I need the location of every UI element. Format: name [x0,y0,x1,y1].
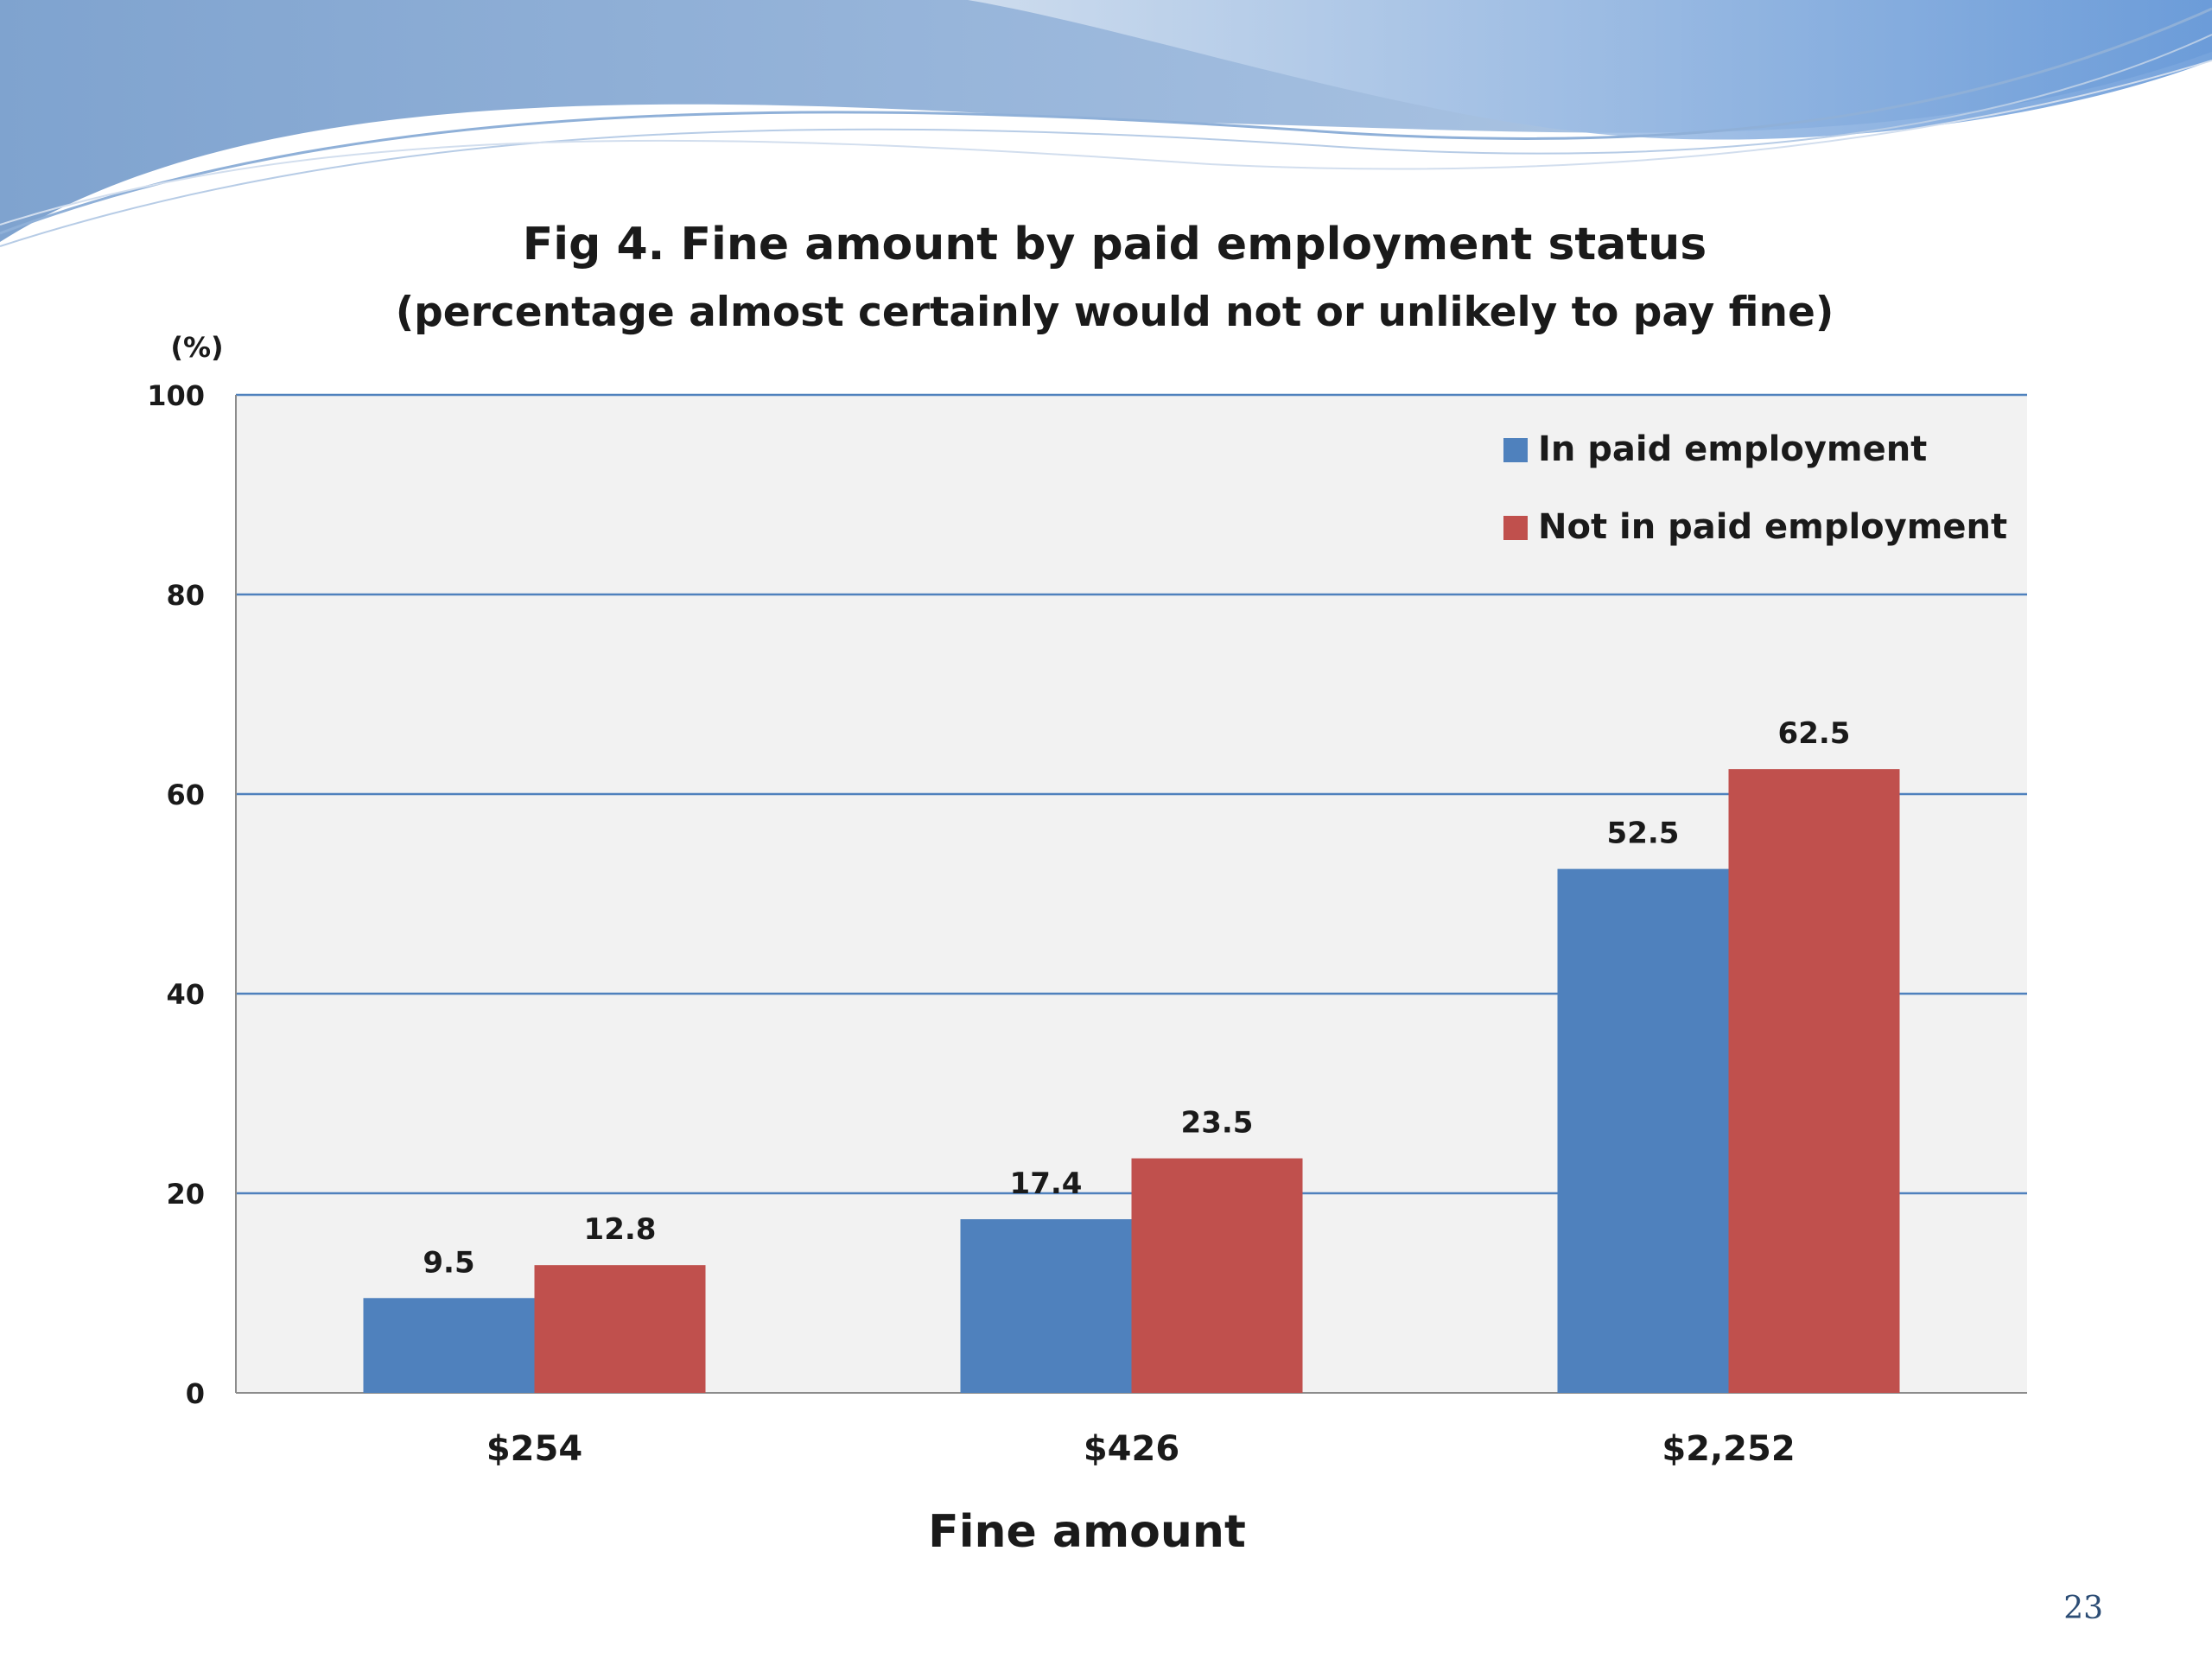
bar-in-paid-employment-1 [960,1219,1132,1393]
bars [363,769,1900,1393]
data-label: 23.5 [1181,1106,1254,1141]
y-axis-ticks: 0 20 40 60 80 100 [147,379,205,1410]
y-tick-label: 100 [147,379,205,412]
x-axis-categories: $254 $426 $2,252 [486,1429,1796,1469]
x-category-label: $2,252 [1662,1429,1795,1469]
x-category-label: $254 [486,1429,582,1469]
x-category-label: $426 [1084,1429,1179,1469]
x-axis-title: Fine amount [928,1506,1246,1558]
legend: In paid employment Not in paid employmen… [1503,429,2007,547]
chart-title: Fig 4. Fine amount by paid employment st… [523,219,1707,270]
data-label: 62.5 [1778,716,1851,751]
data-label: 9.5 [423,1245,474,1280]
data-label: 12.8 [584,1212,657,1247]
legend-label-in-paid-employment: In paid employment [1538,429,1927,469]
legend-swatch-in-paid-employment [1503,438,1528,462]
bar-not-in-paid-employment-2 [1728,769,1900,1393]
data-label: 17.4 [1010,1166,1083,1201]
y-tick-label: 60 [166,779,205,811]
bar-in-paid-employment-0 [363,1298,535,1393]
y-tick-label: 20 [166,1178,205,1211]
data-labels: 9.5 12.8 17.4 23.5 52.5 62.5 [423,716,1850,1280]
y-tick-label: 80 [166,579,205,612]
y-axis-unit-label: (%) [170,331,223,364]
legend-swatch-not-in-paid-employment [1503,516,1528,540]
header-wave-decoration [0,0,2212,247]
bar-not-in-paid-employment-0 [534,1265,706,1393]
y-tick-label: 0 [186,1377,205,1410]
legend-label-not-in-paid-employment: Not in paid employment [1538,507,2007,547]
data-label: 52.5 [1607,817,1680,851]
bar-not-in-paid-employment-1 [1131,1158,1303,1393]
chart-subtitle: (percentage almost certainly would not o… [396,289,1834,336]
page-number: 23 [2063,1591,2103,1626]
bar-in-paid-employment-2 [1557,868,1729,1393]
y-tick-label: 40 [166,978,205,1011]
